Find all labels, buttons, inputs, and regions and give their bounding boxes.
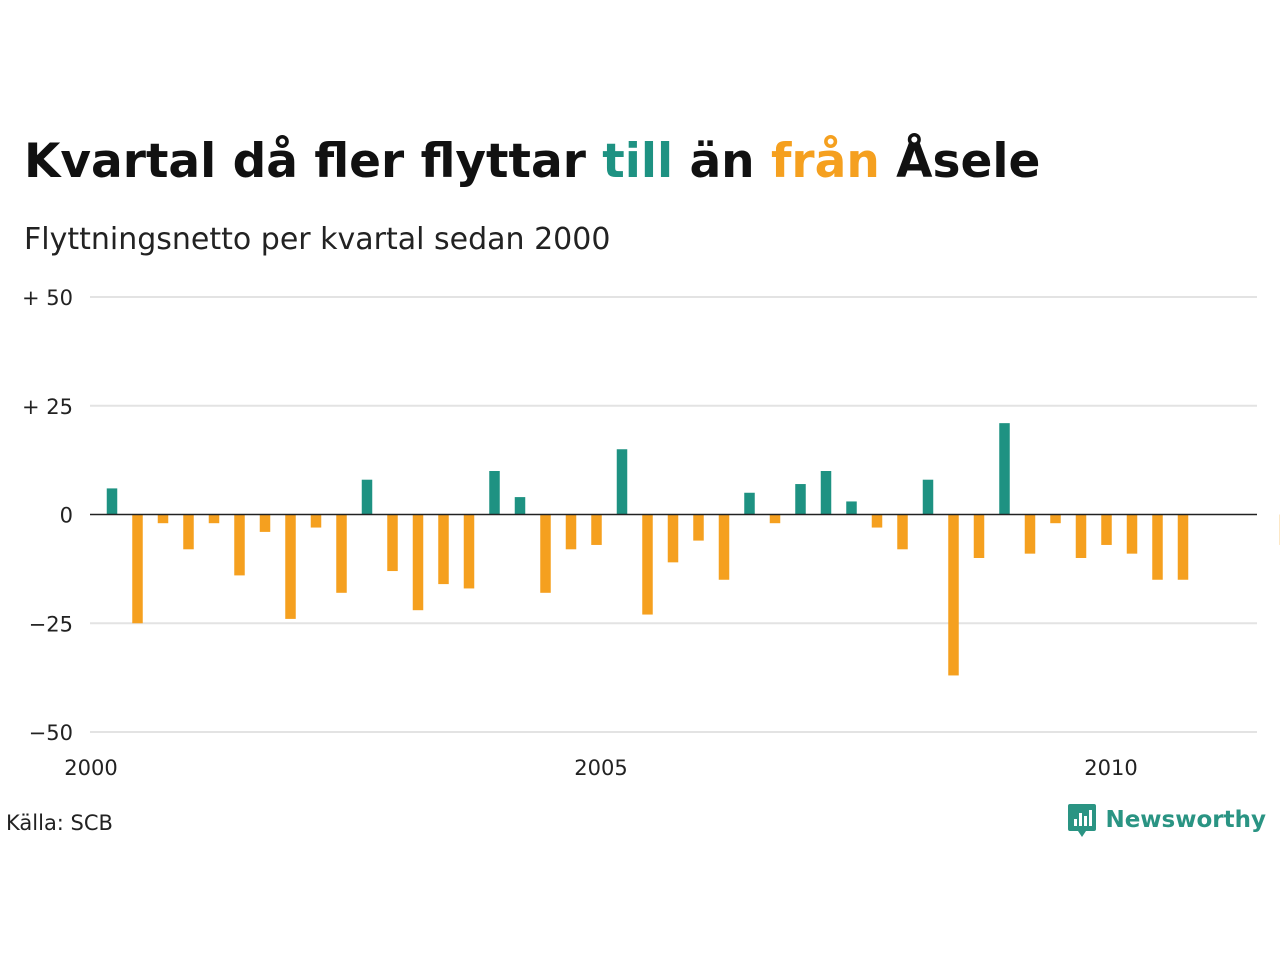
bar [208, 514, 220, 524]
bar [1177, 514, 1189, 580]
bar [1101, 514, 1112, 545]
bar [438, 514, 449, 585]
chart-subtitle: Flyttningsnetto per kvartal sedan 2000 [24, 222, 611, 257]
bar [591, 514, 602, 545]
bar [1152, 514, 1163, 580]
bar [795, 484, 806, 515]
brand-logo: Newsworthy [1067, 800, 1266, 840]
bar [744, 492, 755, 515]
y-tick-label: −25 [29, 612, 73, 636]
bar [1024, 514, 1036, 554]
bar [1075, 514, 1087, 558]
bar [565, 514, 577, 550]
title-part-1: Kvartal då fler flyttar [24, 134, 603, 189]
bar [106, 488, 118, 515]
bar [718, 514, 730, 580]
title-part-3: Åsele [879, 134, 1041, 189]
bar [616, 449, 628, 515]
bar [463, 514, 475, 589]
bar [514, 497, 526, 515]
brand-name: Newsworthy [1105, 807, 1266, 833]
bar [769, 514, 781, 524]
bar [310, 514, 322, 528]
bar [922, 479, 934, 515]
x-tick-label: 2010 [1084, 756, 1137, 780]
bar [1126, 514, 1138, 554]
bar [871, 514, 883, 528]
bar [183, 514, 194, 550]
bar [540, 514, 551, 593]
bar [412, 514, 424, 611]
bar [489, 471, 500, 515]
chart-title: Kvartal då fler flyttar till än från Åse… [24, 132, 1040, 192]
title-highlight-out: från [770, 134, 880, 189]
bar [157, 514, 169, 524]
bar [336, 514, 347, 593]
y-tick-label: + 25 [22, 395, 73, 419]
bar [667, 514, 679, 563]
bar [1050, 514, 1061, 524]
title-highlight-in: till [602, 134, 674, 189]
bar [361, 479, 373, 515]
title-part-2: än [673, 134, 771, 189]
y-tick-label: −50 [29, 721, 73, 745]
y-tick-label: + 50 [22, 286, 73, 310]
bar [693, 514, 704, 541]
x-tick-label: 2005 [574, 756, 627, 780]
x-tick-label: 2000 [64, 756, 117, 780]
bar [948, 514, 959, 676]
source-note: Källa: SCB [6, 811, 113, 835]
bar [259, 514, 271, 532]
y-tick-label: 0 [60, 504, 73, 528]
bar-chart-speech-bubble-icon [1068, 804, 1097, 837]
bar [285, 514, 296, 619]
bar [973, 514, 985, 558]
bar [642, 514, 653, 615]
bar [897, 514, 908, 550]
bar [999, 423, 1010, 515]
bar [132, 514, 143, 624]
bar-chart: + 50+ 250−25−5020002005201020152020 [22, 286, 1280, 780]
bar [846, 501, 857, 515]
bar [820, 471, 832, 515]
bar [387, 514, 398, 572]
bar [234, 514, 245, 576]
